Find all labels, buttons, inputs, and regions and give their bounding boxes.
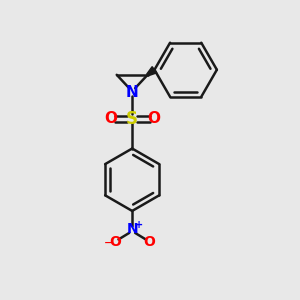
- Text: O: O: [104, 111, 117, 126]
- Polygon shape: [147, 67, 157, 76]
- Text: −: −: [104, 238, 114, 248]
- Text: N: N: [126, 222, 138, 236]
- Text: N: N: [126, 85, 139, 100]
- Text: +: +: [135, 220, 143, 230]
- Text: O: O: [143, 235, 155, 249]
- Text: O: O: [109, 235, 121, 249]
- Text: O: O: [147, 111, 160, 126]
- Text: S: S: [126, 110, 138, 128]
